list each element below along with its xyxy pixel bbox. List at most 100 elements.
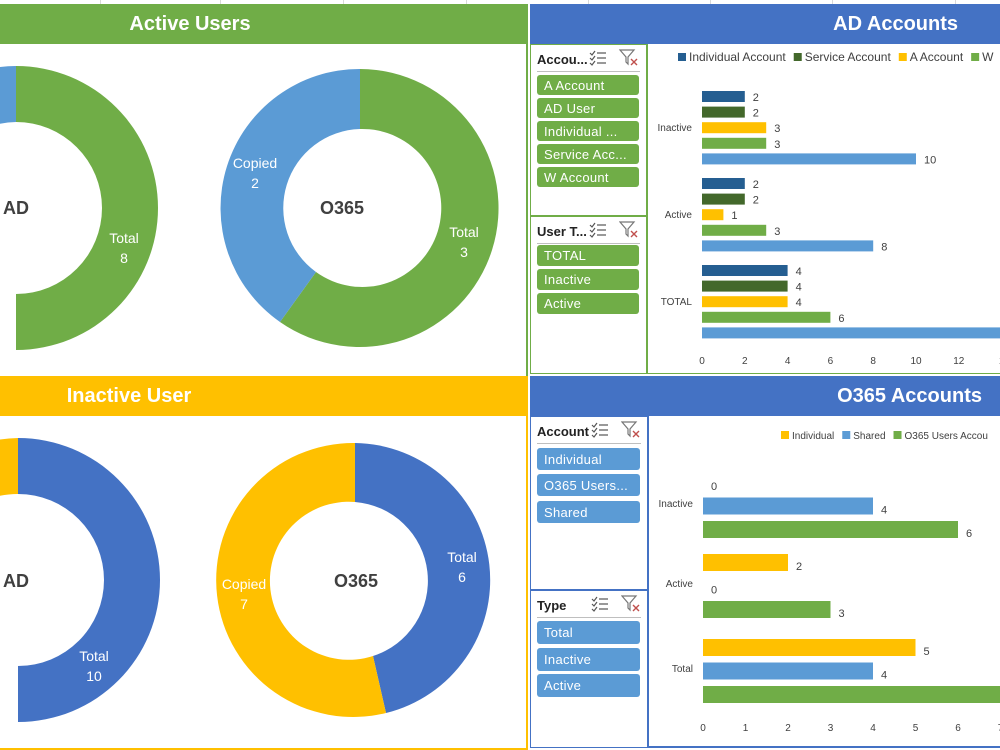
ad-user-type-item-total[interactable]: TOTAL — [537, 245, 639, 266]
ad-chart-data-label-inactive-series-4: 10 — [924, 154, 936, 166]
ad-user-type-slicer-title: User T... — [537, 223, 587, 239]
o365-chart-bar-active-o365-users-accou[interactable] — [703, 601, 831, 618]
o365-account-slicer-title: Account — [537, 423, 589, 439]
o365-account-item-individual[interactable]: Individual — [537, 448, 640, 470]
o365-chart-x-tick-2: 2 — [785, 723, 791, 734]
ad-chart-bar-inactive-service-account[interactable] — [702, 106, 745, 118]
ad-chart-x-tick-2: 4 — [785, 356, 791, 367]
o365-chart-bar-inactive-shared[interactable] — [703, 497, 873, 515]
o365-chart-legend-label-individual: Individual — [792, 431, 834, 442]
o365-chart-bar-total-individual[interactable] — [703, 639, 916, 656]
ad-account-item-w-account[interactable]: W Account — [537, 167, 639, 187]
ad-chart-bar-total-a-account[interactable] — [702, 296, 788, 308]
ad-chart-bar-total-series-4[interactable] — [702, 327, 1000, 339]
o365-account-item-o365-users[interactable]: O365 Users... — [537, 474, 640, 496]
active-ad-total-value: 8 — [120, 250, 128, 266]
o365-chart-data-label-total-individual: 5 — [924, 646, 930, 658]
o365-chart-bar-total-o365-users-accou[interactable] — [703, 686, 1000, 703]
ad-chart-data-label-inactive-a-account: 3 — [774, 123, 780, 135]
active-ad-donut: AD Total 8 — [0, 66, 158, 350]
active-ad-total-label: Total — [109, 230, 139, 246]
ad-chart-bar-inactive-series-4[interactable] — [702, 153, 916, 165]
ad-chart-category-active: Active — [665, 210, 693, 221]
ad-chart-x-tick-6: 12 — [953, 356, 965, 367]
o365-chart-legend-swatch-individual — [781, 431, 789, 439]
o365-type-item-active[interactable]: Active — [537, 674, 640, 697]
ad-user-type-item-active[interactable]: Active — [537, 293, 639, 314]
ad-chart-x-tick-4: 8 — [870, 356, 876, 367]
ad-chart-bar-active-w[interactable] — [702, 224, 767, 236]
o365-chart-legend-swatch-shared — [842, 431, 851, 439]
ad-chart-data-label-inactive-service-account: 2 — [753, 108, 759, 120]
clear-filter-icon[interactable] — [619, 221, 639, 239]
active-o365-donut: O365 Copied 2 Total 3 — [220, 68, 499, 347]
ad-chart-data-label-total-w: 6 — [838, 313, 844, 325]
o365-type-item-total[interactable]: Total — [537, 621, 640, 644]
o365-chart-legend-label-o365-users-accou: O365 Users Accou — [905, 431, 988, 442]
multi-select-icon[interactable] — [591, 422, 609, 438]
o365-account-slicer: Account Individual O365 Users... Shared — [530, 416, 648, 590]
active-o365-copied-value: 2 — [251, 175, 259, 191]
ad-chart-x-tick-0: 0 — [699, 356, 705, 367]
ad-chart-bar-active-a-account[interactable] — [702, 209, 724, 221]
ad-chart-bar-active-service-account[interactable] — [702, 193, 745, 205]
ad-chart-data-label-active-w: 3 — [774, 226, 780, 238]
inactive-o365-total-slice[interactable] — [355, 443, 491, 713]
o365-accounts-bar-chart: Individual Shared O365 Users Accou Inactive… — [659, 431, 1000, 734]
inactive-user-panel — [0, 416, 528, 750]
active-ad-center-label: AD — [3, 198, 29, 218]
o365-chart-bar-active-individual[interactable] — [703, 554, 788, 571]
multi-select-icon[interactable] — [591, 596, 609, 612]
active-o365-total-slice[interactable] — [280, 69, 499, 347]
clear-filter-icon[interactable] — [621, 421, 641, 439]
ad-account-item-individual[interactable]: Individual ... — [537, 121, 639, 141]
active-o365-copied-slice[interactable] — [220, 68, 360, 322]
ad-chart-bar-inactive-w[interactable] — [702, 137, 767, 149]
ad-chart-bar-total-individual-account[interactable] — [702, 265, 788, 276]
o365-chart-data-label-inactive-individual: 0 — [711, 481, 717, 493]
inactive-ad-total-slice[interactable] — [18, 438, 160, 722]
slicer-divider — [537, 243, 640, 244]
slicer-divider — [537, 71, 640, 72]
o365-chart-x-tick-6: 6 — [955, 723, 961, 734]
o365-chart-x-tick-5: 5 — [913, 723, 919, 734]
ad-chart-data-label-active-a-account: 1 — [731, 210, 737, 222]
ad-account-item-ad-user[interactable]: AD User — [537, 98, 639, 118]
o365-chart-x-tick-0: 0 — [700, 723, 706, 734]
ad-chart-bar-total-w[interactable] — [702, 311, 831, 323]
ad-chart-legend-label-service-account: Service Account — [805, 50, 892, 64]
ad-chart-bar-active-series-4[interactable] — [702, 240, 874, 252]
ad-chart-legend-label-a-account: A Account — [910, 50, 964, 64]
ad-account-item-service[interactable]: Service Acc... — [537, 144, 639, 164]
inactive-user-title: Inactive User — [66, 384, 192, 407]
o365-chart-bar-total-shared[interactable] — [703, 662, 873, 680]
ad-chart-category-inactive: Inactive — [658, 123, 693, 134]
o365-type-item-inactive[interactable]: Inactive — [537, 648, 640, 671]
inactive-o365-copied-slice[interactable] — [216, 442, 386, 717]
ad-user-type-item-inactive[interactable]: Inactive — [537, 269, 639, 290]
ad-chart-x-tick-1: 2 — [742, 356, 748, 367]
clear-filter-icon[interactable] — [621, 595, 641, 613]
ad-chart-bar-active-individual-account[interactable] — [702, 178, 745, 189]
o365-chart-data-label-active-individual: 2 — [796, 561, 802, 573]
ad-chart-data-label-inactive-w: 3 — [774, 139, 780, 151]
ad-accounts-title: AD Accounts — [833, 12, 958, 35]
multi-select-icon[interactable] — [589, 222, 607, 238]
ad-chart-bar-total-service-account[interactable] — [702, 280, 788, 292]
o365-accounts-title: O365 Accounts — [837, 384, 982, 407]
active-ad-copied-slice[interactable] — [0, 66, 16, 128]
o365-account-item-shared[interactable]: Shared — [537, 501, 640, 523]
ad-user-type-slicer-header: User T... — [537, 221, 642, 241]
ad-account-item-a-account[interactable]: A Account — [537, 75, 639, 95]
inactive-ad-copied-slice[interactable] — [0, 438, 18, 497]
multi-select-icon[interactable] — [589, 50, 607, 66]
ad-account-slicer: Accou... A Account AD User Individual ..… — [530, 44, 647, 216]
clear-filter-icon[interactable] — [619, 49, 639, 67]
ad-chart-bar-inactive-a-account[interactable] — [702, 122, 767, 134]
ad-chart-bar-inactive-individual-account[interactable] — [702, 91, 745, 102]
o365-chart-bar-inactive-o365-users-accou[interactable] — [703, 521, 958, 538]
active-o365-center-label: O365 — [320, 198, 364, 218]
ad-chart-x-tick-5: 10 — [910, 356, 922, 367]
slicer-divider — [537, 617, 641, 618]
active-ad-total-slice[interactable] — [16, 66, 158, 350]
